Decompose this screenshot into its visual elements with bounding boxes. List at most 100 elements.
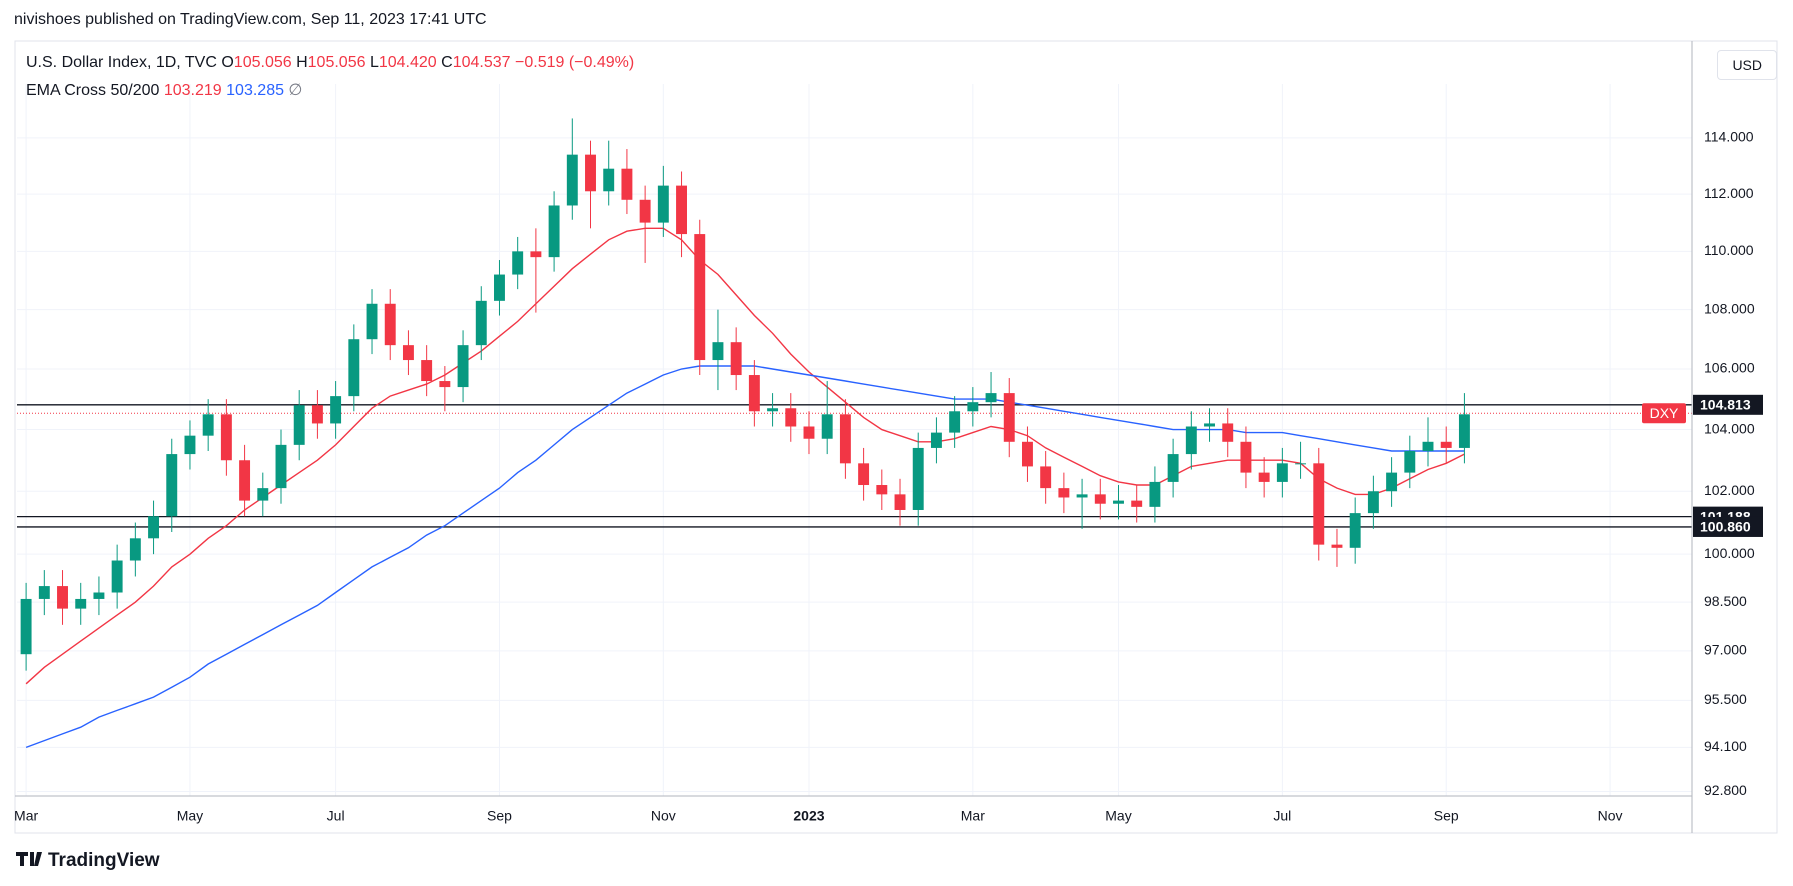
- candle-body: [166, 454, 178, 517]
- candle-body: [967, 402, 979, 412]
- level-label: 100.860: [1700, 519, 1751, 535]
- level-label-bg: [1693, 394, 1763, 415]
- x-tick-label: Mar: [961, 808, 985, 824]
- candle-body: [20, 598, 32, 655]
- candle-body: [1422, 441, 1434, 452]
- ohlc-key: C: [441, 54, 453, 71]
- candle-body: [512, 251, 524, 275]
- candle-body: [111, 560, 123, 593]
- candle-body: [275, 444, 287, 489]
- ohlc-key: O: [221, 54, 234, 71]
- y-tick-label: 108.000: [1704, 300, 1755, 316]
- candle-body: [202, 414, 214, 436]
- candle-body: [93, 592, 105, 599]
- x-tick-label: Jul: [327, 808, 345, 824]
- candle-body: [1367, 491, 1379, 514]
- candle-body: [839, 414, 851, 464]
- candle-body: [1386, 472, 1398, 492]
- candle-body: [1240, 441, 1252, 473]
- candle-body: [694, 234, 706, 361]
- x-tick-label: Sep: [487, 808, 512, 824]
- candle-body: [858, 463, 870, 486]
- publish-info: nivishoes published on TradingView.com, …: [14, 11, 487, 28]
- candle-body: [494, 274, 505, 301]
- candle-body: [421, 360, 433, 382]
- indicator-name: EMA Cross 50/200: [26, 82, 160, 99]
- candle-body: [239, 460, 251, 501]
- brand: TradingView: [48, 850, 160, 871]
- candle-body: [767, 408, 779, 412]
- currency-button[interactable]: USD: [1717, 50, 1777, 80]
- change: −0.519 (−0.49%): [515, 54, 635, 71]
- candle-body: [384, 303, 396, 346]
- candle-body: [1167, 454, 1179, 482]
- candle-body: [876, 485, 888, 495]
- candle-body: [621, 168, 633, 200]
- candle-body: [1276, 463, 1288, 482]
- candle-body: [1349, 513, 1361, 548]
- ohlc: O105.056 H105.056 L104.420 C104.537: [221, 54, 510, 71]
- ohlc-key: H: [296, 54, 308, 71]
- price-label: DXY: [1650, 405, 1679, 421]
- candle-body: [712, 342, 724, 361]
- candle-body: [1003, 393, 1015, 442]
- candle-body: [402, 345, 414, 361]
- candle-body: [330, 396, 342, 424]
- candle-body: [930, 432, 942, 448]
- candle-body: [148, 516, 160, 539]
- ohlc-key: L: [369, 54, 379, 71]
- y-tick-label: 106.000: [1704, 360, 1755, 376]
- candle-body: [1204, 423, 1215, 427]
- y-tick-label: 94.100: [1704, 738, 1747, 754]
- logo-icon: [16, 852, 42, 866]
- y-tick-label: 95.500: [1704, 691, 1747, 707]
- candle-body: [1058, 488, 1070, 498]
- x-tick-label: Sep: [1434, 808, 1459, 824]
- candle-body: [985, 393, 997, 403]
- symbol: U.S. Dollar Index, 1D, TVC: [26, 54, 217, 71]
- candle-body: [1440, 441, 1452, 448]
- candle-body: [803, 426, 815, 439]
- candle-body: [730, 342, 742, 376]
- candle-body: [184, 435, 196, 455]
- candle-body: [1113, 500, 1124, 504]
- y-tick-label: 98.500: [1704, 593, 1747, 609]
- candle-body: [1076, 494, 1088, 498]
- plot-area: [17, 84, 1692, 796]
- symbol-legend: U.S. Dollar Index, 1D, TVC O105.056 H105…: [26, 54, 634, 72]
- candle-body: [1185, 426, 1197, 455]
- indicator-value: 103.285: [226, 82, 284, 99]
- ema-line: [25, 365, 1465, 749]
- level-label: 104.813: [1700, 397, 1751, 413]
- candle-body: [57, 586, 68, 609]
- x-tick-label: May: [177, 808, 203, 824]
- x-tick-label: May: [1105, 808, 1131, 824]
- candle-body: [785, 408, 797, 427]
- y-tick-label: 112.000: [1704, 185, 1754, 201]
- y-tick-label: 114.000: [1704, 129, 1754, 145]
- candle-body: [1022, 441, 1033, 467]
- candle-body: [457, 345, 469, 388]
- candle-body: [1331, 544, 1343, 548]
- candle-body: [348, 339, 360, 397]
- x-tick-label: Jul: [1273, 808, 1291, 824]
- candle-body: [220, 414, 232, 461]
- x-tick-label: Nov: [651, 808, 676, 824]
- candle-body: [257, 488, 269, 501]
- candle-body: [748, 375, 760, 412]
- y-tick-label: 97.000: [1704, 642, 1747, 658]
- ohlc-value: 104.420: [378, 54, 437, 71]
- level-label-bg: [1693, 516, 1763, 537]
- candle-body: [366, 303, 378, 340]
- candle-body: [439, 381, 451, 388]
- candle-body: [475, 300, 487, 346]
- candle-body: [639, 199, 651, 223]
- candle-body: [1295, 463, 1307, 465]
- candle-body: [38, 586, 50, 599]
- indicator-value: 103.219: [163, 82, 222, 99]
- candle-body: [894, 494, 906, 510]
- candle-body: [1149, 481, 1161, 507]
- y-tick-label: 110.000: [1704, 242, 1754, 258]
- frame: [14, 40, 1778, 834]
